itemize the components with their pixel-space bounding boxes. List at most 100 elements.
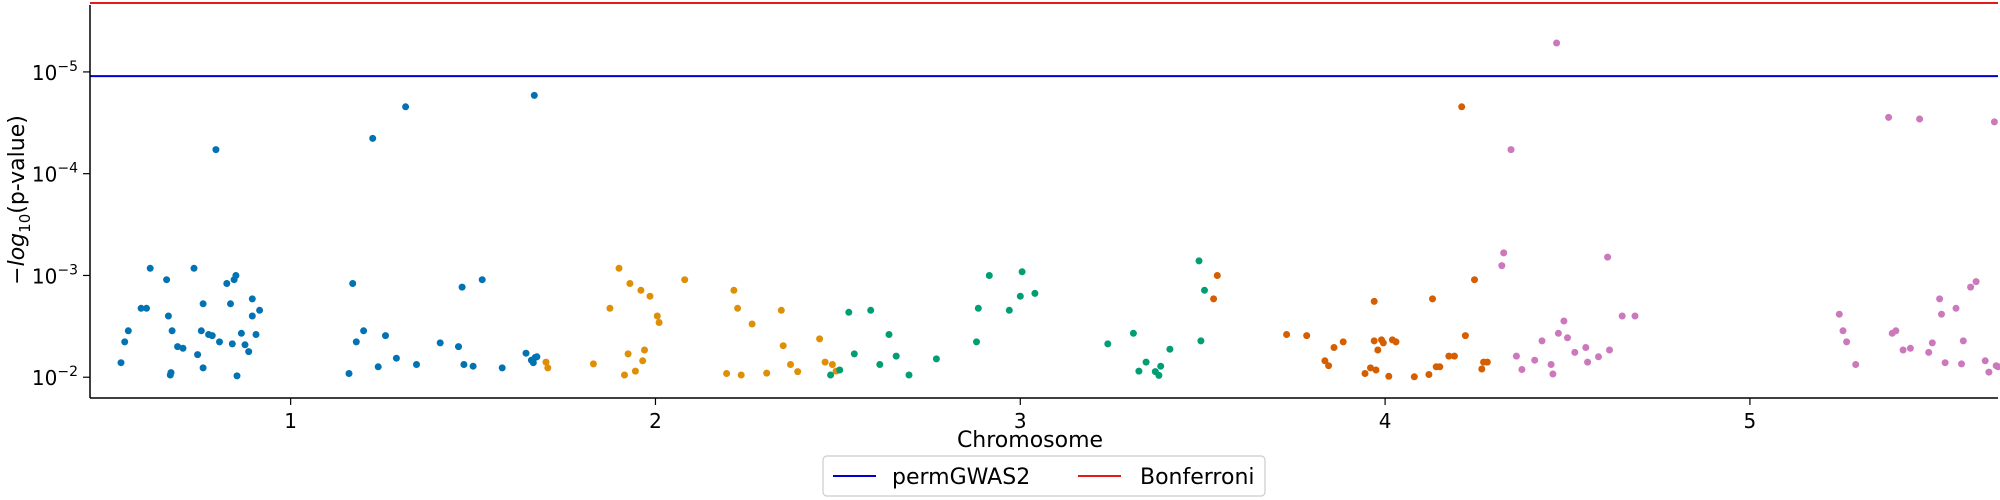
data-point (544, 364, 552, 372)
data-point (121, 338, 129, 346)
data-point (1972, 278, 1980, 286)
data-point (237, 329, 245, 337)
data-point (252, 331, 260, 338)
data-point (973, 338, 980, 346)
data-point (723, 370, 731, 377)
data-point (458, 283, 466, 291)
data-point (1018, 268, 1026, 276)
data-point (1892, 327, 1900, 335)
y-tick-label: 10−4 (32, 161, 78, 187)
data-point (146, 264, 154, 272)
data-point (1471, 276, 1478, 284)
data-point (124, 327, 132, 335)
data-point (836, 366, 844, 374)
data-point (233, 372, 241, 380)
data-point (1938, 310, 1945, 318)
data-point (1197, 337, 1205, 345)
data-point (460, 361, 468, 368)
data-point (787, 361, 794, 368)
legend-items: permGWAS2 Bonferroni (833, 465, 1255, 490)
data-point (845, 308, 853, 316)
data-point (1906, 344, 1914, 352)
data-point (232, 272, 240, 279)
data-point (1994, 363, 2000, 371)
data-point (194, 351, 202, 359)
data-point (1425, 371, 1433, 378)
data-point (828, 361, 836, 368)
data-point (382, 332, 389, 340)
data-point (1367, 364, 1374, 372)
data-point (1618, 312, 1626, 320)
data-point (1155, 371, 1163, 379)
data-point (345, 370, 353, 377)
data-point (1374, 346, 1382, 354)
y-tick-label: 10−2 (32, 364, 78, 390)
data-point (369, 134, 377, 142)
data-point (1195, 257, 1203, 265)
data-point (1941, 359, 1949, 367)
data-point (1321, 357, 1329, 365)
x-tick-label: 4 (1379, 409, 1392, 433)
data-point (748, 320, 756, 328)
y-axis-label-prefix: − (5, 266, 30, 284)
data-point (1595, 353, 1602, 361)
data-point (1129, 329, 1137, 337)
data-point (1303, 332, 1311, 340)
data-point (1005, 306, 1013, 314)
data-point (626, 280, 634, 287)
data-point (1925, 348, 1933, 356)
data-point (637, 286, 645, 294)
y-axis-label: −log10(p-value) (5, 115, 34, 285)
data-point (1835, 310, 1843, 318)
data-point (498, 364, 506, 372)
data-point (248, 312, 256, 320)
data-point (164, 312, 172, 320)
data-point (589, 360, 597, 368)
data-point (1478, 365, 1486, 373)
data-point (1885, 113, 1893, 121)
data-point (143, 304, 150, 312)
data-point (530, 91, 538, 99)
data-point (1981, 357, 1989, 365)
data-point (174, 343, 182, 351)
data-point (905, 371, 913, 379)
data-point (168, 327, 176, 335)
data-point (821, 358, 829, 366)
x-axis-label: Chromosome (957, 428, 1103, 453)
y-ticks: 10−2 10−3 10−4 10−5 (32, 59, 90, 390)
data-point (1899, 346, 1907, 354)
data-point (374, 363, 382, 371)
data-point (737, 371, 745, 379)
data-point (349, 280, 357, 287)
x-ticks: 1 2 3 4 5 (284, 398, 1756, 433)
data-point (1016, 292, 1024, 300)
data-point (631, 367, 639, 375)
data-point (1135, 367, 1143, 375)
data-point (1549, 370, 1557, 378)
data-point (1339, 338, 1347, 346)
data-point (641, 346, 648, 354)
data-point (1967, 283, 1975, 291)
data-point (1104, 340, 1112, 348)
data-point (606, 304, 614, 312)
data-point (1985, 368, 1993, 376)
x-tick-label: 2 (649, 409, 662, 433)
legend: permGWAS2 Bonferroni (822, 455, 1266, 497)
data-point (1379, 339, 1387, 347)
data-point (892, 352, 900, 360)
data-point (1500, 249, 1508, 257)
data-point (1385, 372, 1393, 380)
plot-area (90, 1, 2000, 381)
data-point (850, 350, 858, 358)
data-point (1445, 352, 1453, 360)
data-point (1560, 317, 1568, 325)
data-point (932, 355, 940, 363)
data-point (974, 304, 982, 312)
data-point (1392, 338, 1400, 346)
data-point (1584, 358, 1592, 366)
data-point (615, 264, 623, 272)
data-point (1952, 304, 1960, 312)
data-point (1512, 352, 1520, 360)
legend-box (822, 455, 1266, 497)
data-point (542, 358, 550, 366)
